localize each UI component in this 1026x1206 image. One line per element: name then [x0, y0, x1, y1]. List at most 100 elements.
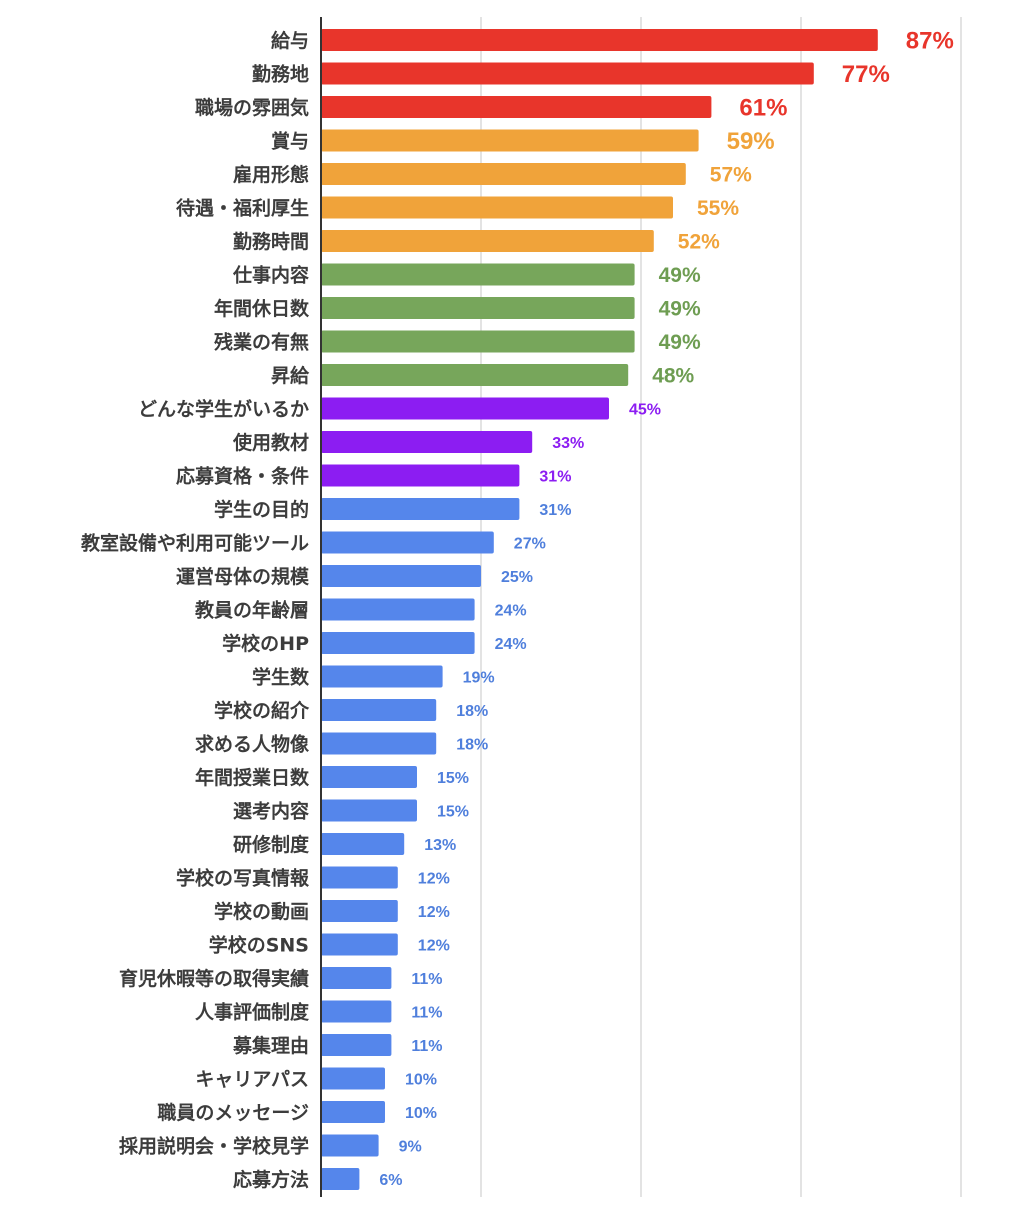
bar: [321, 196, 673, 219]
bar: [321, 933, 398, 956]
value-label: 18%: [456, 736, 488, 753]
category-label: 職場の雰囲気: [195, 96, 309, 119]
value-label: 27%: [514, 535, 546, 552]
bar: [321, 531, 494, 554]
bar: [321, 665, 443, 688]
bar: [321, 598, 475, 621]
category-label: 年間休日数: [214, 297, 310, 320]
value-label: 31%: [539, 502, 571, 519]
bar: [321, 297, 635, 319]
category-label: 学校のSNS: [209, 934, 309, 957]
bar: [321, 732, 437, 755]
category-label: 昇給: [271, 364, 310, 387]
category-label: 応募資格・条件: [176, 465, 309, 488]
category-label: 人事評価制度: [195, 1001, 310, 1024]
category-label: 学生の目的: [214, 498, 309, 521]
bar: [321, 464, 520, 487]
category-label: 雇用形態: [233, 163, 309, 186]
category-label: 残業の有無: [214, 331, 309, 354]
value-label: 19%: [463, 669, 495, 686]
value-label: 49%: [659, 298, 701, 321]
value-label: 31%: [539, 468, 571, 485]
category-label: キャリアパス: [195, 1069, 309, 1091]
bar: [321, 1134, 379, 1157]
bar: [321, 1168, 360, 1190]
bar: [321, 1067, 385, 1090]
category-label: 研修制度: [233, 833, 310, 856]
bar: [321, 62, 814, 85]
category-label: 勤務時間: [233, 230, 309, 253]
bar: [321, 900, 398, 922]
value-label: 10%: [405, 1071, 437, 1088]
value-label: 15%: [437, 803, 469, 820]
bar: [321, 163, 686, 185]
value-labels: 87% 77% 61% 59% 57% 55% 52% 49% 49% 49% 48% 45% 33% 3…: [379, 28, 953, 1189]
value-label: 87%: [906, 28, 954, 55]
category-label: 求める人物像: [195, 733, 310, 756]
value-label: 55%: [697, 197, 739, 220]
category-label: 採用説明会・学校見学: [119, 1135, 309, 1158]
category-label: 使用教材: [232, 431, 309, 454]
bar: [321, 833, 405, 855]
value-label: 13%: [424, 837, 456, 854]
value-label: 52%: [678, 231, 720, 254]
category-label: 学校の写真情報: [176, 867, 310, 890]
value-label: 18%: [456, 703, 488, 720]
category-labels: 給与勤務地職場の雰囲気賞与雇用形態待遇・福利厚生勤務時間仕事内容年間休日数残業の…: [81, 29, 310, 1191]
value-label: 12%: [418, 937, 450, 954]
value-label: 15%: [437, 770, 469, 787]
value-label: 48%: [652, 365, 694, 388]
bar: [321, 96, 712, 118]
bar: [321, 632, 475, 654]
bar: [321, 397, 609, 420]
category-label: 教員の年齢層: [195, 599, 309, 622]
value-label: 45%: [629, 401, 661, 418]
value-label: 11%: [411, 1004, 442, 1021]
category-label: 応募方法: [233, 1168, 309, 1191]
bar: [321, 263, 635, 286]
category-label: 学生数: [252, 666, 310, 689]
gridlines: [480, 17, 962, 1197]
bar: [321, 1101, 385, 1123]
bar: [321, 129, 699, 152]
category-label: 賞与: [271, 130, 309, 153]
value-label: 49%: [659, 331, 701, 354]
value-label: 6%: [379, 1172, 402, 1189]
category-label: 年間授業日数: [195, 766, 310, 789]
value-label: 10%: [405, 1105, 437, 1122]
category-label: 給与: [271, 29, 309, 52]
bar: [321, 364, 629, 386]
bar: [321, 967, 392, 989]
bar: [321, 766, 417, 788]
bar: [321, 29, 878, 51]
category-label: 運営母体の規模: [176, 565, 310, 588]
bar: [321, 1000, 392, 1023]
category-label: 仕事内容: [232, 264, 309, 287]
value-label: 33%: [552, 435, 584, 452]
category-label: 学校の紹介: [214, 699, 310, 722]
value-label: 11%: [411, 971, 442, 988]
category-label: 育児休暇等の取得実績: [119, 967, 309, 990]
value-label: 24%: [495, 602, 527, 619]
bars: [321, 29, 878, 1190]
bar: [321, 1034, 392, 1056]
category-label: 選考内容: [233, 800, 309, 823]
value-label: 9%: [399, 1138, 422, 1155]
bar: [321, 230, 654, 252]
value-label: 77%: [842, 61, 890, 88]
value-label: 57%: [710, 164, 752, 187]
bar: [321, 565, 481, 587]
value-label: 12%: [418, 870, 450, 887]
bar: [321, 330, 635, 353]
category-label: 募集理由: [232, 1034, 309, 1057]
value-label: 11%: [411, 1038, 442, 1055]
bar: [321, 866, 398, 889]
value-label: 12%: [418, 904, 450, 921]
value-label: 61%: [739, 95, 787, 122]
category-label: どんな学生がいるか: [138, 398, 309, 421]
category-label: 勤務地: [252, 63, 309, 86]
value-label: 49%: [659, 264, 701, 287]
category-label: 学校のHP: [222, 632, 309, 655]
category-label: 教室設備や利用可能ツール: [81, 532, 309, 555]
